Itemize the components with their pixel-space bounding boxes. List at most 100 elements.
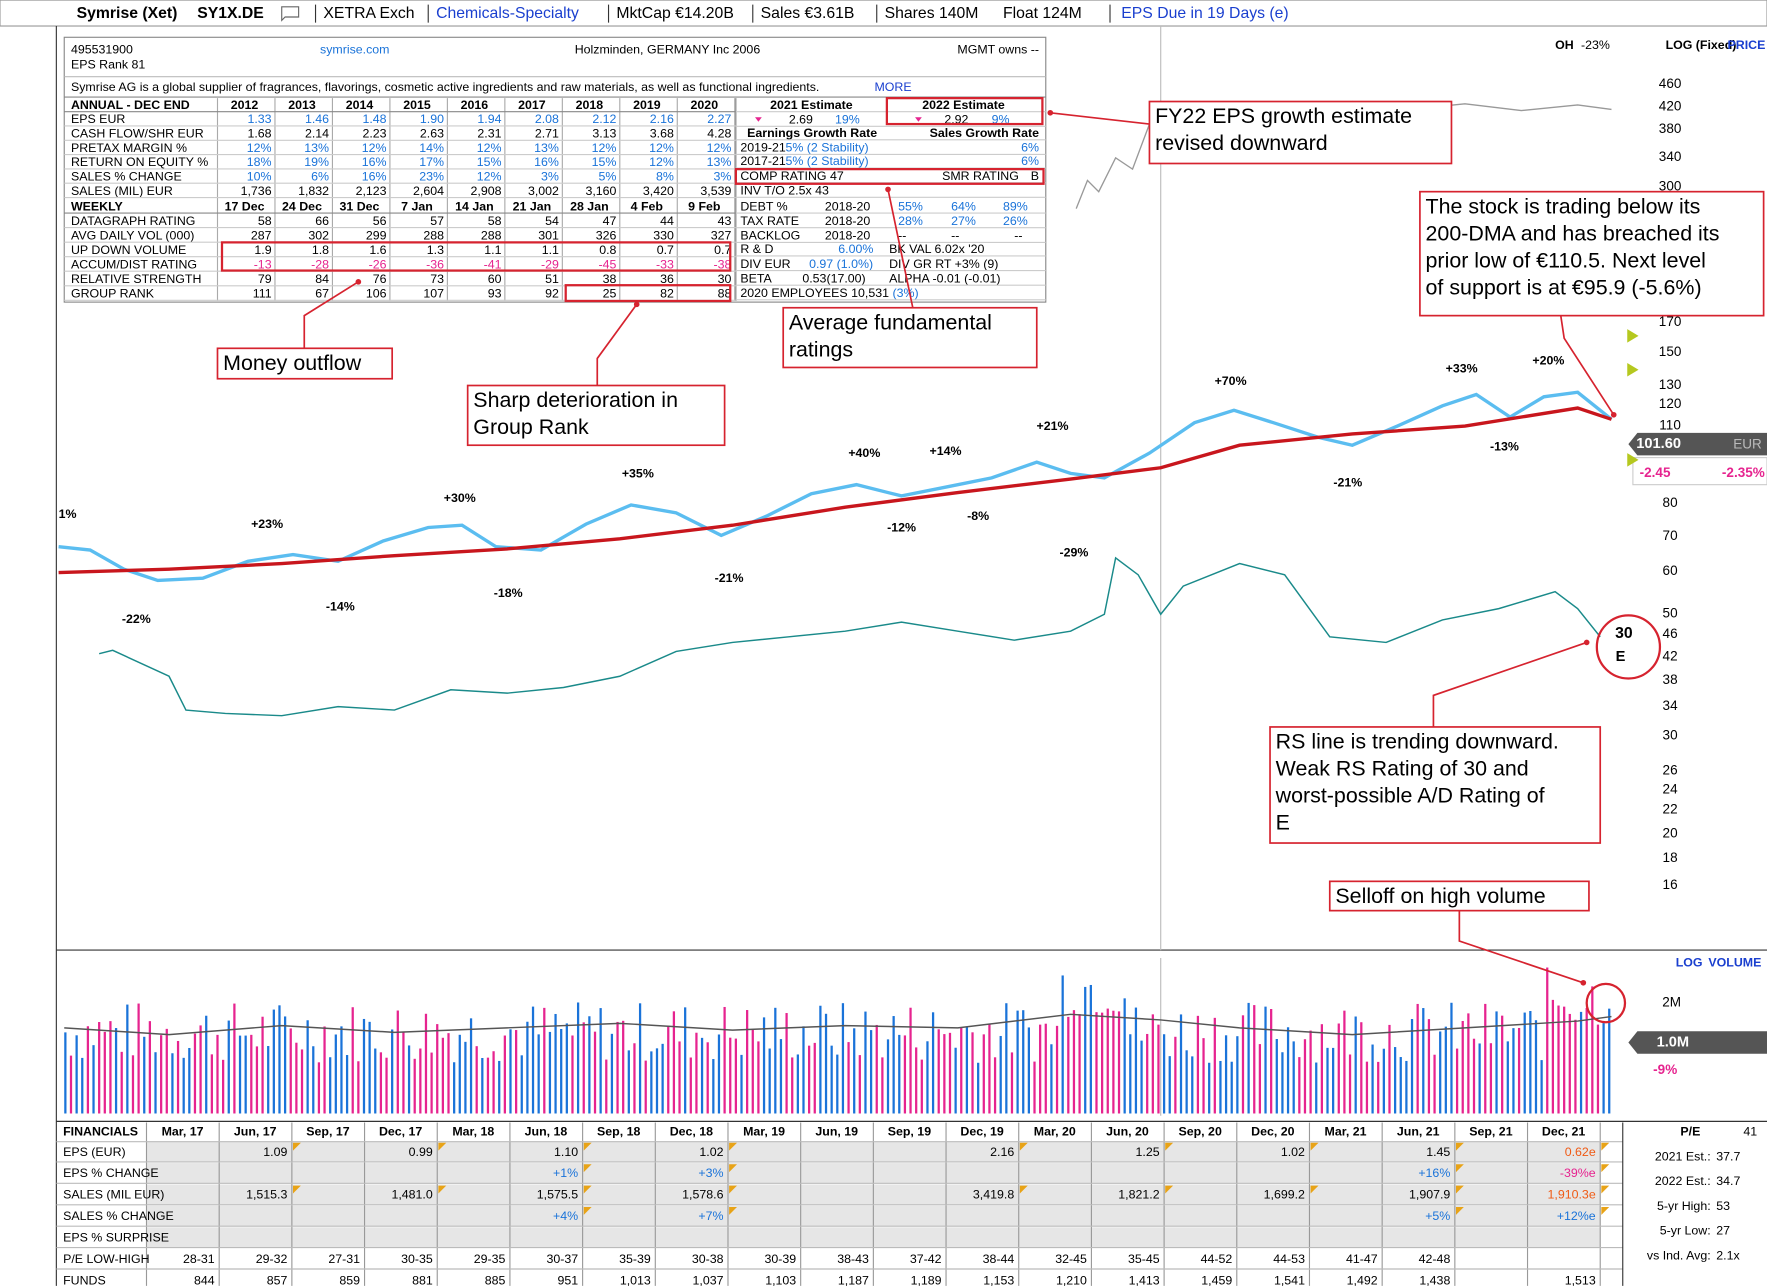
axis-label: 26 (1663, 762, 1678, 777)
axis-label: 24 (1663, 781, 1679, 796)
callout-box (1328, 880, 1590, 912)
volume-bar (746, 1010, 749, 1114)
table-cell: 1,187 (838, 1273, 869, 1286)
volume-bar (689, 1057, 692, 1114)
volume-bar (154, 1052, 157, 1114)
report-flag (1019, 1185, 1028, 1194)
label: 5-yr Low: (1660, 1224, 1711, 1238)
label: 31 Dec (340, 199, 380, 213)
volume-bar (509, 1029, 512, 1114)
label: SALES (MIL EUR) (63, 1188, 164, 1202)
table-cell: 29-32 (256, 1252, 288, 1266)
label: 88 (718, 287, 732, 301)
axis-label: 42 (1663, 648, 1678, 663)
column-header: Mar, 21 (1325, 1125, 1367, 1139)
volume-bar (965, 1026, 969, 1114)
volume-bar (571, 1035, 574, 1114)
volume-bar (1568, 1013, 1571, 1114)
table-cell: 30-38 (692, 1252, 724, 1266)
column-header: Mar, 19 (743, 1125, 785, 1139)
label: 12% (592, 141, 617, 155)
label: 18% (247, 155, 272, 169)
volume-bar (1168, 1056, 1171, 1114)
volume-bar (1410, 1019, 1414, 1114)
volume-bar (1129, 1034, 1132, 1114)
volume-bar (1089, 984, 1092, 1114)
volume-bar (948, 1032, 952, 1114)
volume-bar (447, 1033, 450, 1114)
side-cell: R & D (740, 242, 773, 256)
volume-bar (796, 1054, 799, 1114)
side-cell: 6% (1021, 154, 1039, 168)
label: 1.33 (247, 112, 271, 126)
table-cell: 37-42 (910, 1252, 942, 1266)
column-header: Mar, 20 (1034, 1125, 1076, 1139)
volume-bar (1123, 998, 1126, 1114)
label: SALES (MIL) EUR (71, 184, 173, 198)
volume-bar (802, 1026, 805, 1114)
volume-bar (633, 1043, 636, 1114)
label: 0.8 (599, 243, 616, 257)
volume-bar (1523, 1012, 1526, 1114)
label: 3,160 (585, 184, 616, 198)
label: 0.7 (714, 243, 731, 257)
volume-bar (977, 1062, 980, 1114)
volume-bar (362, 1018, 366, 1114)
axis-label: 16 (1663, 877, 1678, 892)
volume-bar (278, 1005, 281, 1114)
table-cell: 844 (194, 1273, 215, 1286)
volume-bar (1422, 1008, 1425, 1114)
label: 3.68 (650, 127, 674, 141)
volume-bar (1253, 1005, 1256, 1114)
axis-label: 46 (1663, 626, 1678, 641)
side-cell: 2018-20 (825, 214, 871, 228)
header-item: Sales €3.61B (761, 5, 855, 22)
label: 2.23 (362, 127, 386, 141)
volume-bar (1072, 1010, 1076, 1114)
volume-bar (1230, 1061, 1233, 1114)
volume-bar (503, 1035, 506, 1114)
label: 1.9 (254, 243, 271, 257)
volume-bar (757, 1041, 760, 1114)
volume-bar (1512, 1028, 1515, 1114)
volume-bar (926, 1041, 929, 1114)
callout-text: Sharp deterioration in (473, 388, 678, 412)
volume-bar (1467, 1013, 1470, 1114)
down-marker (915, 117, 922, 122)
move-label: +33% (1446, 362, 1478, 376)
move-label: -21% (715, 571, 744, 585)
volume-bar (1061, 975, 1064, 1114)
table-cell: +1% (553, 1166, 578, 1180)
label: 2.71 (535, 127, 559, 141)
axis-label: 300 (1659, 179, 1682, 194)
label: 47 (603, 214, 617, 228)
side-cell: BACKLOG (740, 229, 800, 243)
label: 287 (251, 228, 272, 242)
volume-bar (391, 1029, 394, 1114)
volume-bar (430, 1052, 433, 1114)
label: 82 (660, 287, 674, 301)
label: 2014 (346, 98, 374, 112)
volume-bar (1117, 1011, 1121, 1114)
table-cell: 41-47 (1346, 1252, 1378, 1266)
level-marker (1627, 329, 1639, 343)
label: 4 Feb (631, 199, 664, 213)
volume-bar (1224, 1035, 1228, 1114)
volume-bar (69, 1055, 73, 1114)
side-cell: 0.97 (1.0%) (809, 257, 873, 271)
volume-bar (1377, 1061, 1380, 1114)
volume-bar (1309, 1030, 1312, 1114)
volume-bar (548, 1031, 552, 1114)
volume-bar (92, 1045, 95, 1114)
label: VOLUME (1708, 955, 1761, 969)
axis-label: 130 (1659, 377, 1682, 392)
label: -9% (1653, 1062, 1677, 1077)
label: 101.60 (1636, 436, 1681, 452)
axis-label: 150 (1659, 344, 1682, 359)
label: SALES % CHANGE (63, 1209, 174, 1223)
table-cell: 38-44 (983, 1252, 1015, 1266)
side-cell: 2022 Estimate (922, 98, 1005, 112)
volume-bar (1393, 1047, 1397, 1114)
volume-bar (1433, 1054, 1436, 1114)
label: FUNDS (63, 1273, 106, 1286)
